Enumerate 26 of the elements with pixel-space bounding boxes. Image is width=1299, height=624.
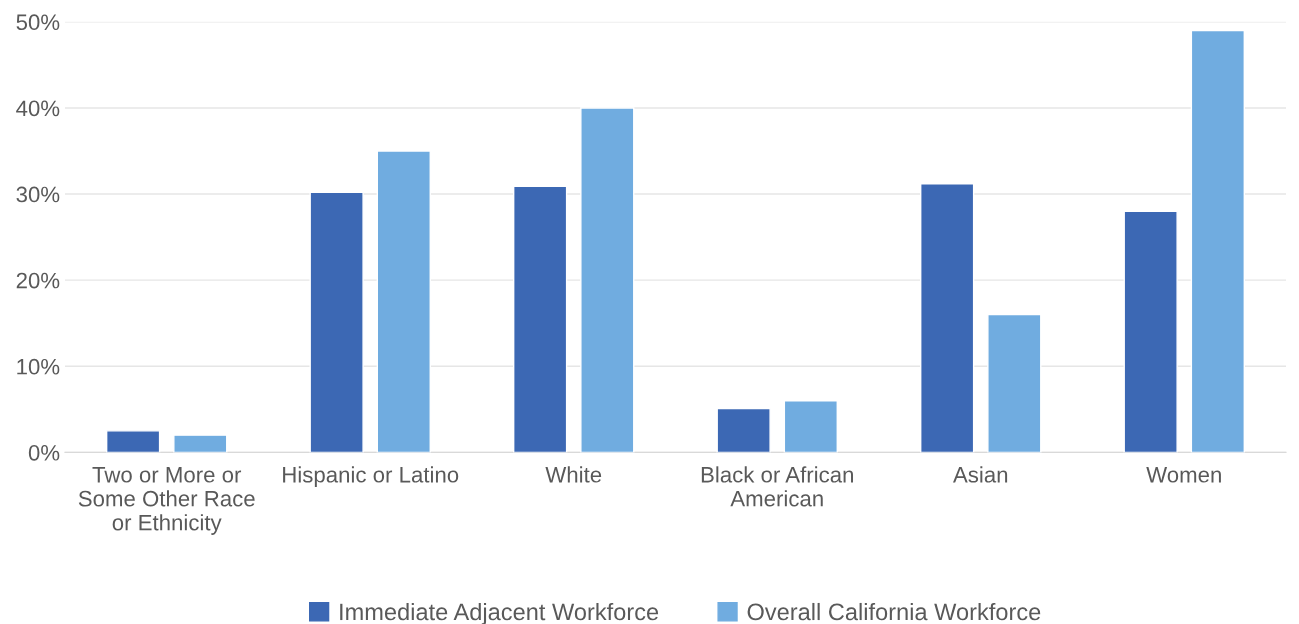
y-tick-label: 50% [16, 14, 60, 31]
bar [716, 407, 771, 453]
x-tick-label: Hispanic or Latino [283, 466, 459, 487]
y-tick-label: 10% [17, 358, 60, 375]
x-tick-label: Black or African American [701, 466, 853, 507]
bar [173, 434, 228, 453]
bar [987, 313, 1042, 453]
legend-label: Immediate Adjacent Workforce [340, 602, 659, 624]
y-tick-label: 20% [16, 272, 60, 289]
bar [309, 191, 364, 453]
y-tick-label: 40% [16, 100, 60, 117]
x-tick-label: White [545, 466, 602, 483]
y-tick-label: 30% [16, 186, 60, 203]
bar [512, 185, 568, 453]
bar [920, 183, 975, 453]
bar [105, 430, 161, 453]
legend-label: Overall California Workforce [747, 602, 1041, 621]
x-tick-label: Women [1146, 467, 1221, 483]
bar [376, 150, 431, 453]
bar [1190, 29, 1245, 453]
y-tick-label: 0% [28, 444, 60, 461]
x-tick-label: Asian [953, 466, 1008, 483]
bar [580, 107, 635, 453]
bar [1123, 210, 1178, 453]
x-tick-label: Two or More or Some Other Race or Ethnicity [78, 467, 255, 535]
bar [783, 400, 838, 453]
